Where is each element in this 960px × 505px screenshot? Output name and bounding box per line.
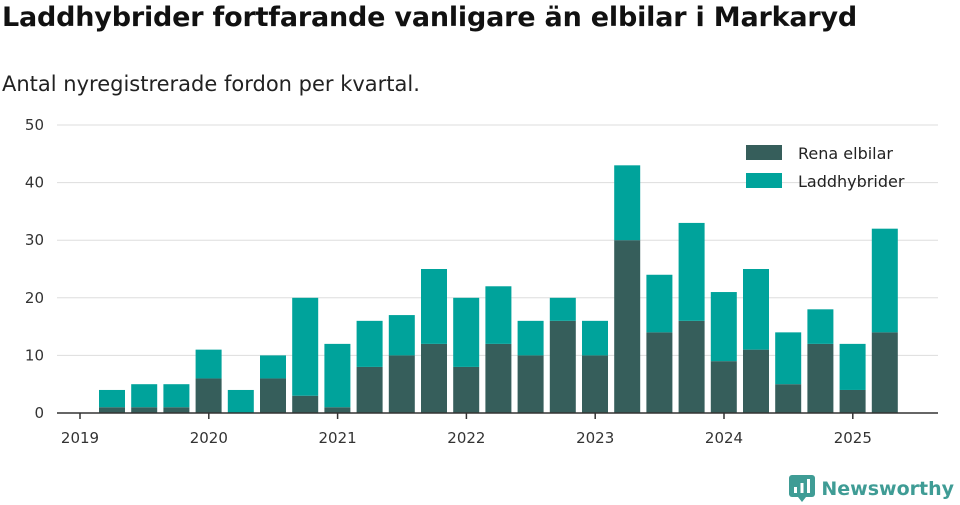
x-tick-label: 2020 — [190, 429, 228, 447]
bar-laddhybrider — [485, 286, 512, 344]
y-tick-label: 50 — [25, 116, 44, 134]
chart-subtitle: Antal nyregistrerade fordon per kvartal. — [2, 72, 420, 96]
bar-rena-elbilar — [582, 355, 608, 413]
bar-laddhybrider — [549, 297, 576, 321]
x-tick-label: 2025 — [834, 429, 872, 447]
bar-rena-elbilar — [614, 240, 641, 413]
bar-rena-elbilar — [421, 343, 447, 413]
bar-laddhybrider — [871, 228, 898, 333]
bar-laddhybrider — [710, 292, 737, 362]
bar-laddhybrider — [195, 349, 222, 379]
bar-rena-elbilar — [871, 332, 898, 413]
legend-label: Rena elbilar — [798, 144, 893, 163]
bar-rena-elbilar — [453, 366, 480, 413]
x-tick-label: 2023 — [576, 429, 614, 447]
chart-title: Laddhybrider fortfarande vanligare än el… — [2, 2, 858, 33]
bar-laddhybrider — [292, 297, 319, 396]
bar-laddhybrider — [582, 320, 608, 356]
legend-swatch — [746, 173, 782, 188]
bar-rena-elbilar — [807, 343, 834, 413]
y-tick-label: 10 — [25, 346, 44, 364]
bar-rena-elbilar — [743, 349, 769, 413]
newsworthy-logo-icon — [789, 475, 816, 502]
bars — [99, 165, 898, 413]
x-tick-label: 2021 — [319, 429, 357, 447]
y-tick-label: 20 — [25, 289, 44, 307]
bar-laddhybrider — [646, 274, 673, 333]
bar-rena-elbilar — [388, 355, 415, 413]
bar-rena-elbilar — [324, 407, 351, 413]
bar-rena-elbilar — [839, 389, 866, 413]
legend: Rena elbilar Laddhybrider — [746, 144, 905, 191]
bar-laddhybrider — [388, 315, 415, 356]
newsworthy-logo: Newsworthy — [789, 475, 954, 503]
bar-laddhybrider — [324, 343, 351, 408]
bar-rena-elbilar — [260, 378, 286, 413]
newsworthy-logo-text: Newsworthy — [821, 478, 954, 500]
bar-rena-elbilar — [356, 366, 383, 413]
bar-rena-elbilar — [99, 407, 125, 413]
bar-laddhybrider — [517, 320, 544, 356]
x-tick-label: 2024 — [705, 429, 743, 447]
bar-laddhybrider — [99, 389, 125, 408]
bar-rena-elbilar — [131, 407, 158, 413]
bar-laddhybrider — [807, 309, 834, 344]
bar-laddhybrider — [356, 320, 383, 367]
bar-laddhybrider — [775, 332, 802, 385]
bar-laddhybrider — [227, 389, 254, 413]
bar-rena-elbilar — [549, 320, 576, 413]
bar-rena-elbilar — [163, 407, 190, 413]
bar-laddhybrider — [678, 222, 705, 321]
bar-rena-elbilar — [485, 343, 512, 413]
y-tick-label: 40 — [25, 174, 44, 192]
y-axis-tick-labels: 0 10 20 30 40 50 — [25, 116, 44, 422]
legend-swatch — [746, 145, 782, 160]
bar-laddhybrider — [260, 355, 286, 379]
bar-laddhybrider — [421, 269, 447, 344]
bar-laddhybrider — [163, 384, 190, 408]
bar-rena-elbilar — [195, 378, 222, 413]
bar-laddhybrider — [743, 269, 769, 350]
bar-rena-elbilar — [292, 395, 319, 413]
y-tick-label: 0 — [34, 404, 44, 422]
bar-rena-elbilar — [775, 384, 802, 413]
bar-rena-elbilar — [517, 355, 544, 413]
bar-laddhybrider — [131, 384, 158, 408]
bar-rena-elbilar — [710, 361, 737, 413]
x-tick-label: 2019 — [61, 429, 99, 447]
bar-laddhybrider — [839, 343, 866, 390]
bar-laddhybrider — [614, 165, 641, 241]
legend-label: Laddhybrider — [798, 172, 905, 191]
y-tick-label: 30 — [25, 231, 44, 249]
bar-rena-elbilar — [678, 320, 705, 413]
x-axis: 2019 2020 2021 2022 2023 2024 2025 — [57, 412, 938, 447]
x-tick-label: 2022 — [447, 429, 485, 447]
bar-laddhybrider — [453, 297, 480, 367]
bar-rena-elbilar — [646, 332, 673, 413]
